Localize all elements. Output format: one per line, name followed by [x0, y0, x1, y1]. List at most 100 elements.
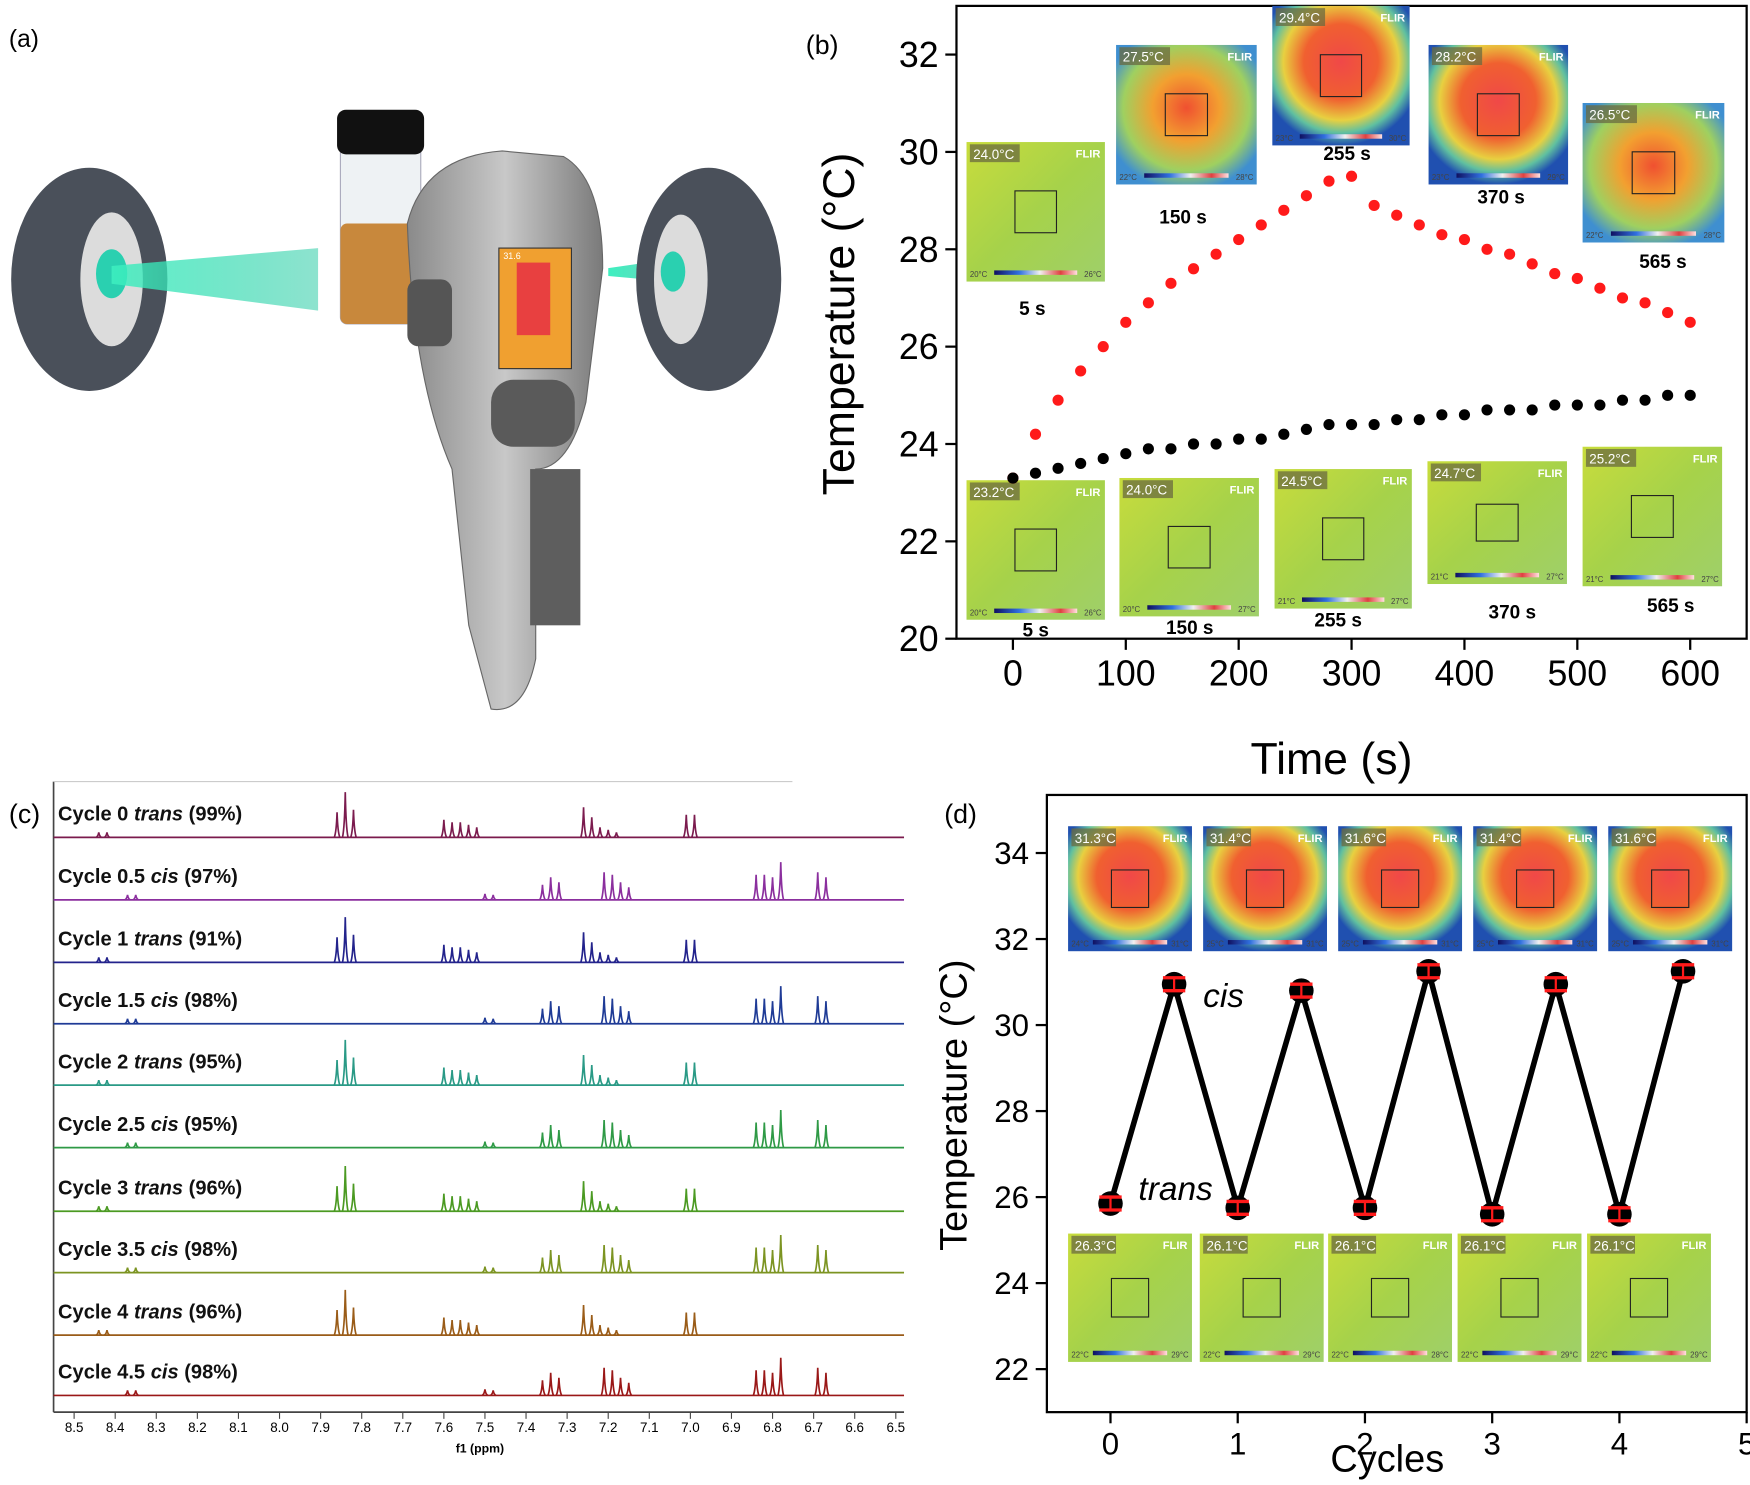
peak: [760, 1122, 768, 1148]
peak: [625, 1135, 633, 1149]
roi-box: [1110, 869, 1150, 909]
header-strip: [1585, 105, 1637, 124]
scale-max: 28°C: [1704, 231, 1722, 240]
heatsink-left: [11, 167, 168, 391]
temp-reading: 26.1°C: [1206, 1238, 1247, 1253]
scale-min: 22°C: [1119, 173, 1137, 182]
x-tick-label: 7.0: [681, 1420, 700, 1435]
peak: [777, 1109, 785, 1148]
peak: [600, 1119, 608, 1148]
temp-reading: 25.2°C: [1589, 451, 1630, 466]
peak: [465, 949, 473, 963]
illustration: (a) 31.6: [9, 26, 782, 711]
peak: [613, 832, 620, 839]
spectrum-label: Cycle 2.5 cis (95%): [58, 1114, 238, 1136]
peak: [596, 1075, 604, 1086]
peak: [604, 1327, 612, 1336]
brand: FLIR: [1076, 487, 1101, 499]
peak: [489, 1142, 497, 1149]
color-bar: [1497, 940, 1573, 945]
peak: [579, 807, 588, 838]
peak: [822, 1250, 830, 1273]
data-point: [1368, 418, 1380, 431]
data-point: [1458, 233, 1471, 246]
scale-max: 31°C: [1711, 940, 1729, 949]
data-point: [1210, 248, 1222, 260]
peak: [579, 1054, 588, 1086]
roi-box: [1014, 528, 1058, 572]
peak: [95, 1206, 102, 1213]
peak: [349, 1183, 358, 1212]
thermal-image: [1473, 826, 1598, 952]
scale-max: 29°C: [1561, 1350, 1579, 1359]
peak: [608, 874, 616, 901]
brand: FLIR: [1695, 110, 1720, 122]
thermal-inset: 26.1°C FLIR 22°C 29°C: [1587, 1233, 1711, 1362]
header-strip: [1331, 1235, 1377, 1254]
peak: [752, 1370, 760, 1396]
temp-reading: 31.6°C: [1615, 831, 1656, 846]
color-bar: [1144, 173, 1229, 178]
brand: FLIR: [1163, 833, 1188, 845]
x-tick-label: 8.2: [188, 1420, 207, 1435]
color-bar: [1456, 173, 1541, 178]
roi-box: [1380, 869, 1420, 909]
x-tick-label: 7.7: [393, 1420, 412, 1435]
thermal-image: [1328, 1233, 1453, 1362]
peak: [822, 877, 830, 901]
peak: [604, 1203, 612, 1212]
data-point: [1368, 199, 1380, 212]
peak: [341, 1039, 349, 1086]
spectrum-label: Cycle 4 trans (96%): [58, 1301, 242, 1323]
peak: [690, 1188, 699, 1212]
x-tick-label: 6.8: [763, 1420, 782, 1435]
peak: [555, 1377, 563, 1396]
data-point: [1210, 438, 1222, 450]
scale-min: 20°C: [970, 270, 988, 279]
data-point: [1413, 219, 1425, 231]
y-tick-label: 26: [994, 1180, 1029, 1215]
cycle: Cycle 4: [58, 1301, 129, 1323]
x-tick-label: 1: [1229, 1427, 1246, 1462]
peak: [95, 957, 102, 964]
temp-reading: 24.5°C: [1281, 474, 1322, 489]
peak: [588, 1315, 596, 1336]
x-tick-label: 3: [1483, 1427, 1500, 1462]
x-tick-label: 7.6: [435, 1420, 454, 1435]
inset-time: 5 s: [1019, 299, 1045, 320]
peak: [625, 1260, 633, 1274]
peak: [822, 1001, 830, 1025]
peak: [124, 894, 131, 901]
scale-min: 22°C: [1071, 1350, 1089, 1359]
peak: [608, 1370, 616, 1396]
scale-min: 25°C: [1206, 940, 1224, 949]
peak: [690, 1312, 699, 1336]
thermal-inset: 23.2°C FLIR 20°C 26°C 5 s: [966, 480, 1105, 641]
peak: [341, 1166, 349, 1212]
purity: (98%): [184, 1362, 238, 1384]
y-tick-label: 30: [899, 132, 939, 172]
thermal-image: [1428, 44, 1569, 185]
peak: [682, 1062, 690, 1086]
scale-min: 22°C: [1590, 1350, 1608, 1359]
scale-min: 20°C: [970, 608, 988, 617]
peak: [625, 1011, 633, 1025]
peak: [448, 1320, 456, 1336]
peak: [752, 1122, 760, 1148]
peak: [489, 1018, 497, 1025]
temp-reading: 31.4°C: [1210, 831, 1251, 846]
color-bar: [1482, 1350, 1557, 1356]
peak: [547, 1001, 555, 1025]
temp-reading: 26.3°C: [1075, 1238, 1116, 1253]
data-point: [1436, 409, 1448, 421]
purity: (99%): [189, 804, 243, 826]
peak: [596, 827, 604, 838]
peak: [752, 998, 760, 1025]
peak: [124, 1018, 131, 1025]
y-tick-label: 26: [899, 327, 939, 367]
data-point: [1300, 190, 1312, 202]
header-strip: [1431, 47, 1483, 66]
data-point: [1571, 399, 1583, 411]
data-point: [1526, 258, 1538, 270]
